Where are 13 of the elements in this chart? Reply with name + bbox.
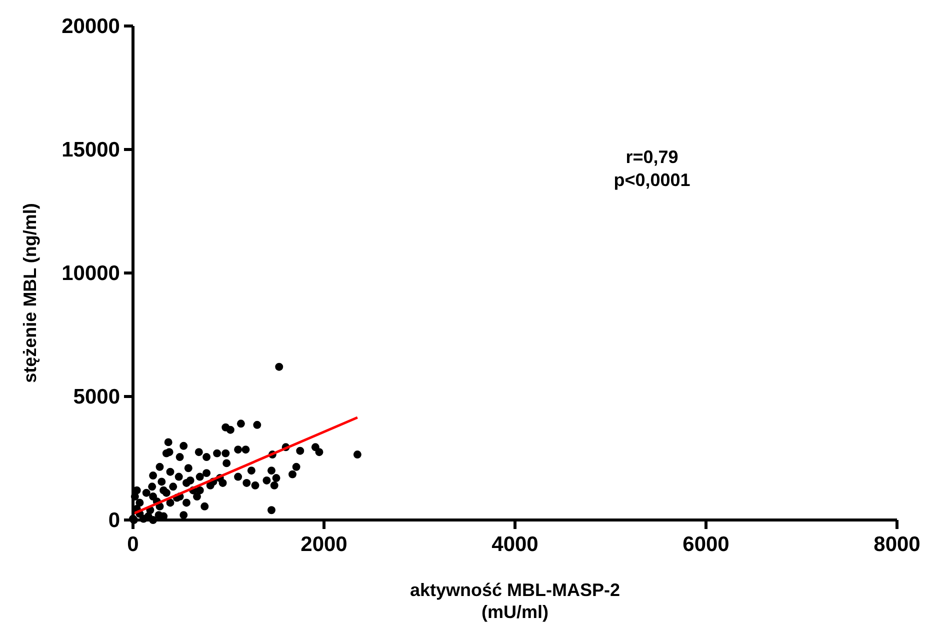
y-axis-title: stężenie MBL (ng/ml)	[20, 203, 40, 383]
x-tick-label: 6000	[682, 533, 730, 556]
x-tick-label: 2000	[300, 533, 348, 556]
y-tick-label: 15000	[62, 138, 120, 162]
x-axis-title: aktywność MBL-MASP-2 (mU/ml)	[410, 580, 620, 622]
x-tick-label: 8000	[874, 533, 920, 556]
y-tick-label: 10000	[62, 262, 120, 285]
y-tick-label: 0	[108, 509, 120, 532]
x-tick-label: 4000	[492, 533, 538, 556]
y-tick-label: 5000	[73, 386, 120, 408]
annotation: r=0,79 p<0,0001	[614, 147, 690, 190]
y-tick-label: 20000	[62, 15, 120, 38]
x-tick-label: 0	[127, 533, 139, 556]
